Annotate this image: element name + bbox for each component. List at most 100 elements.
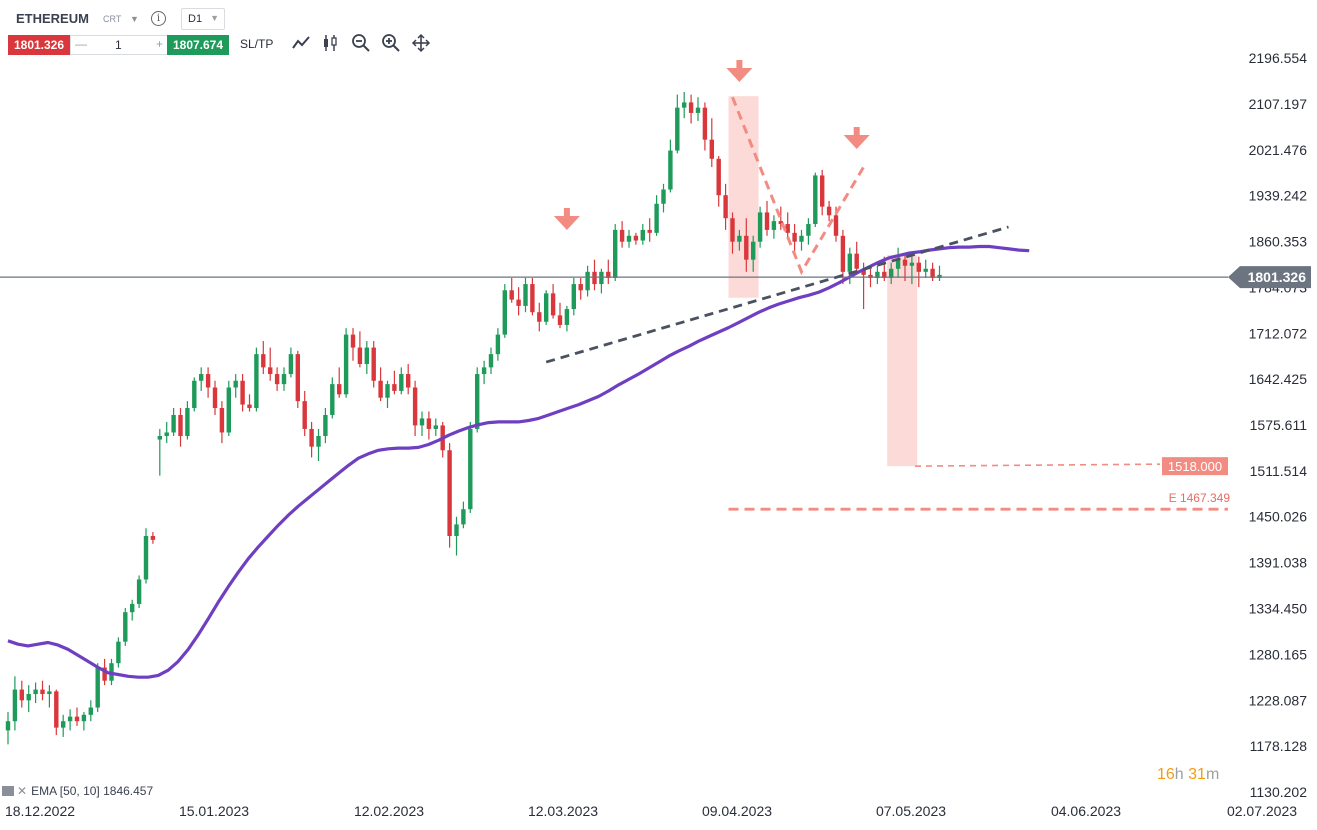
x-axis-tick-label: 02.07.2023: [1227, 803, 1297, 819]
timer-hours: 16: [1157, 766, 1175, 783]
candle-body: [606, 271, 611, 278]
candle-body: [799, 235, 804, 242]
candle-body: [150, 535, 156, 540]
candle-body: [54, 691, 59, 728]
arrow-head: [843, 135, 870, 149]
x-axis-tick-label: 12.03.2023: [528, 803, 598, 819]
target-line[interactable]: [914, 463, 1161, 467]
candle-body: [523, 284, 528, 306]
candle-body: [475, 374, 480, 429]
candle-body: [826, 206, 832, 216]
candle-body: [889, 268, 894, 278]
candle-body: [274, 374, 280, 385]
sell-button[interactable]: 1801.326: [8, 35, 70, 55]
candle-body: [557, 315, 563, 325]
candle-body: [385, 384, 390, 398]
candle-body: [916, 262, 921, 272]
candle-body: [737, 235, 742, 242]
candle-body: [633, 235, 639, 241]
candle-body: [861, 268, 866, 275]
candle-body: [26, 694, 31, 701]
y-axis-tick-label: 1130.202: [1250, 784, 1308, 800]
chevron-down-icon: ▼: [210, 13, 219, 23]
candle-body: [654, 203, 659, 233]
symbol-name[interactable]: ETHEREUM: [16, 11, 89, 26]
instrument-type[interactable]: CRT: [103, 14, 122, 24]
candle-body: [212, 387, 218, 409]
zoom-out-icon[interactable]: [350, 33, 372, 55]
y-axis-tick-label: 1178.128: [1250, 738, 1308, 754]
candle-body: [302, 401, 307, 429]
line-chart-icon[interactable]: [290, 33, 312, 55]
candle-body: [226, 387, 231, 433]
y-axis-tick-label: 1391.038: [1249, 555, 1308, 571]
current-price-tag: [1228, 266, 1311, 289]
neckline-trendline[interactable]: [545, 225, 1009, 364]
down-arrow-icon: [726, 60, 753, 82]
candle-body: [19, 689, 24, 701]
timeframe-value: D1: [188, 13, 203, 25]
instrument-type-chevron-icon[interactable]: ▼: [130, 14, 139, 24]
y-axis-tick-label: 2107.197: [1249, 96, 1308, 112]
candle-body: [247, 404, 252, 409]
candle-body: [447, 450, 452, 536]
candle-body: [288, 354, 294, 375]
arrow-head: [553, 216, 580, 230]
candle-body: [785, 224, 790, 233]
candle-body: [592, 271, 597, 285]
candle-body: [937, 274, 942, 278]
timeframe-select[interactable]: D1 ▼: [181, 8, 225, 30]
candle-body: [261, 354, 266, 368]
candle-body: [295, 354, 300, 402]
candle-body: [199, 374, 204, 381]
candle-body: [74, 716, 80, 722]
candle-body: [378, 380, 383, 398]
candle-body: [751, 241, 756, 260]
candle-body: [330, 384, 335, 415]
candle-body: [619, 229, 625, 242]
zoom-in-icon[interactable]: [380, 33, 402, 55]
y-axis-tick-label: 1575.611: [1250, 417, 1308, 433]
candle-body: [895, 259, 901, 269]
double-top-path[interactable]: [731, 96, 865, 276]
increase-button[interactable]: +: [155, 37, 163, 51]
candle-body: [778, 221, 783, 225]
quantity-stepper[interactable]: — 1 +: [70, 35, 168, 55]
close-icon[interactable]: ✕: [17, 784, 28, 798]
candle-body: [281, 374, 287, 385]
down-arrow-icon: [843, 127, 870, 149]
candle-body: [67, 716, 73, 722]
ema-settings-icon[interactable]: [2, 786, 14, 796]
x-axis-tick-label: 09.04.2023: [702, 803, 772, 819]
ema-line[interactable]: [7, 244, 1030, 679]
candle-body: [820, 175, 825, 207]
candle-body: [792, 232, 797, 242]
candle-body: [599, 271, 604, 285]
y-axis-tick-label: 1450.026: [1249, 509, 1308, 525]
candle-body: [33, 689, 38, 695]
crosshair-move-icon[interactable]: [410, 33, 432, 55]
candle-body: [709, 139, 714, 159]
buy-button[interactable]: 1807.674: [167, 35, 229, 55]
x-axis-tick-label: 04.06.2023: [1051, 803, 1121, 819]
candle-body: [578, 284, 583, 291]
candle-body: [882, 271, 887, 278]
decrease-button[interactable]: —: [75, 37, 87, 51]
x-axis-tick-label: 12.02.2023: [354, 803, 424, 819]
candle-body: [730, 218, 735, 242]
ema-legend-text: EMA [50, 10] 1846.457: [31, 784, 154, 798]
candle-body: [716, 158, 721, 196]
candle-body: [481, 367, 487, 375]
info-icon[interactable]: i: [151, 11, 166, 26]
candlestick-icon[interactable]: [320, 33, 342, 55]
candle-body: [47, 691, 52, 695]
sltp-button[interactable]: SL/TP: [240, 37, 274, 51]
candle-body: [744, 235, 749, 260]
candle-body: [454, 524, 459, 536]
candle-body: [516, 299, 521, 306]
candle-body: [688, 102, 694, 113]
candle-body: [371, 347, 376, 381]
candle-body: [675, 107, 680, 151]
quantity-input[interactable]: 1: [115, 38, 122, 52]
